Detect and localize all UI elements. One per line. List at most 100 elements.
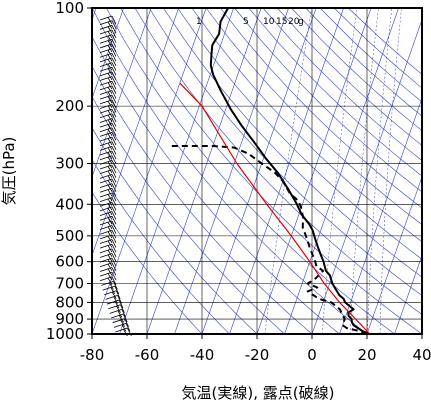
- isotherm-line: [366, 175, 422, 334]
- wind-barb-flag: [107, 128, 113, 136]
- wind-barb-flag: [111, 234, 117, 244]
- y-tick-label: 500: [55, 227, 84, 245]
- wind-barb-shaft: [99, 192, 113, 198]
- dry-adiabat-line: [163, 8, 422, 278]
- wind-barb: [99, 99, 117, 109]
- wind-barb-flag: [111, 132, 117, 141]
- wind-barb: [112, 318, 129, 327]
- wind-barb: [99, 267, 117, 276]
- y-tick-label: 200: [55, 97, 84, 115]
- wind-barb-flag: [111, 25, 117, 34]
- wind-barb-shaft: [99, 276, 113, 282]
- wind-barb-shaft: [99, 132, 113, 137]
- wind-barb-flag: [111, 85, 117, 95]
- wind-barb-flag: [111, 197, 117, 206]
- dry-adiabat-line: [134, 8, 422, 315]
- parcel-line: [179, 82, 371, 334]
- wind-barb-flag: [111, 183, 117, 192]
- isotherm-line: [174, 8, 289, 334]
- wind-barb-flag: [111, 188, 117, 197]
- wind-barb-flag: [107, 221, 113, 230]
- wind-barb-flag: [107, 54, 113, 62]
- wind-barb-flag: [107, 245, 113, 253]
- wind-barb: [108, 304, 125, 313]
- y-tick-label: 300: [55, 155, 84, 173]
- mixing-ratio-label: 20: [288, 17, 300, 27]
- wind-barb-flag: [107, 277, 113, 285]
- wind-barb-flag: [111, 257, 117, 267]
- wind-barb-shaft: [99, 122, 113, 128]
- wind-barb-shaft: [99, 24, 113, 30]
- x-tick-label: 40: [412, 346, 431, 364]
- wind-barb-flag: [107, 184, 113, 192]
- dry-adiabat-line: [92, 95, 285, 334]
- isotherm-line: [256, 8, 372, 334]
- wind-barb-flag: [111, 220, 117, 230]
- wind-barb-flag: [111, 81, 117, 90]
- wind-barb-shaft: [99, 201, 113, 207]
- wind-barb: [99, 24, 117, 34]
- wind-barb: [113, 322, 131, 332]
- y-tick-label: 700: [55, 275, 84, 293]
- wind-barb-flag: [125, 323, 131, 332]
- dry-adiabat-line: [120, 8, 422, 334]
- wind-barb-shaft: [99, 253, 113, 258]
- y-tick-label: 1000: [46, 325, 84, 343]
- wind-barb-flag: [111, 34, 117, 43]
- wind-barb: [99, 29, 117, 39]
- wind-barb: [99, 234, 117, 244]
- wind-barb: [99, 71, 117, 81]
- wind-barb-flag: [107, 119, 113, 127]
- wind-barb: [99, 20, 117, 29]
- wind-barb-shaft: [111, 313, 124, 319]
- dry-adiabat-line: [277, 8, 422, 146]
- isotherm-line: [394, 254, 422, 334]
- wind-barb-shaft: [99, 159, 113, 165]
- wind-barb-flag: [111, 71, 117, 81]
- wind-barb-shaft: [99, 71, 113, 77]
- wind-barb-flag: [111, 99, 117, 108]
- wind-barb: [99, 215, 117, 225]
- plot-area: [92, 8, 422, 334]
- wind-barb-flag: [111, 239, 117, 248]
- wind-barb: [105, 295, 122, 304]
- wind-barb-flag: [107, 138, 113, 146]
- wind-barb: [104, 290, 121, 299]
- wind-barb: [99, 192, 117, 202]
- wind-barb-flag: [107, 180, 113, 188]
- wind-barb-shaft: [99, 85, 113, 91]
- wind-barb: [99, 136, 117, 146]
- wind-barb-shaft: [99, 225, 113, 230]
- mixing-ratio-label: 1: [196, 17, 202, 27]
- wind-barb-shaft: [99, 136, 113, 142]
- wind-barb-flag: [107, 161, 113, 169]
- wind-barb: [99, 38, 117, 48]
- wind-barb-flag: [107, 100, 113, 109]
- wind-barb: [99, 239, 117, 248]
- wind-barb: [99, 66, 117, 76]
- wind-barb-flag: [111, 122, 117, 132]
- wind-barb-flag: [107, 226, 113, 234]
- wind-barb: [99, 276, 117, 285]
- wind-barb-flag: [111, 271, 117, 281]
- wind-barb-flag: [107, 40, 113, 48]
- wind-barb-shaft: [99, 206, 113, 212]
- wind-barb-shaft: [99, 34, 113, 40]
- wind-barb: [99, 118, 117, 127]
- wind-barb-shaft: [99, 43, 113, 49]
- wind-barb-flag: [121, 324, 127, 332]
- temperature-line: [209, 8, 371, 334]
- wind-barb-flag: [111, 160, 117, 169]
- wind-barb-shaft: [99, 183, 113, 189]
- wind-barb-shaft: [99, 62, 113, 67]
- wind-barb-shaft: [112, 318, 125, 324]
- y-tick-label: 400: [55, 195, 84, 213]
- wind-barb-flag: [113, 296, 118, 304]
- y-tick-label: 800: [55, 293, 84, 311]
- x-axis-ticks: -80 -60 -40 -20 0 20 40: [80, 334, 431, 364]
- wind-barb-flag: [107, 63, 113, 71]
- wind-barb-flag: [107, 86, 113, 95]
- wind-barb: [99, 155, 117, 164]
- wind-barb-flag: [107, 147, 113, 155]
- y-axis-title: 気圧(hPa): [0, 137, 18, 206]
